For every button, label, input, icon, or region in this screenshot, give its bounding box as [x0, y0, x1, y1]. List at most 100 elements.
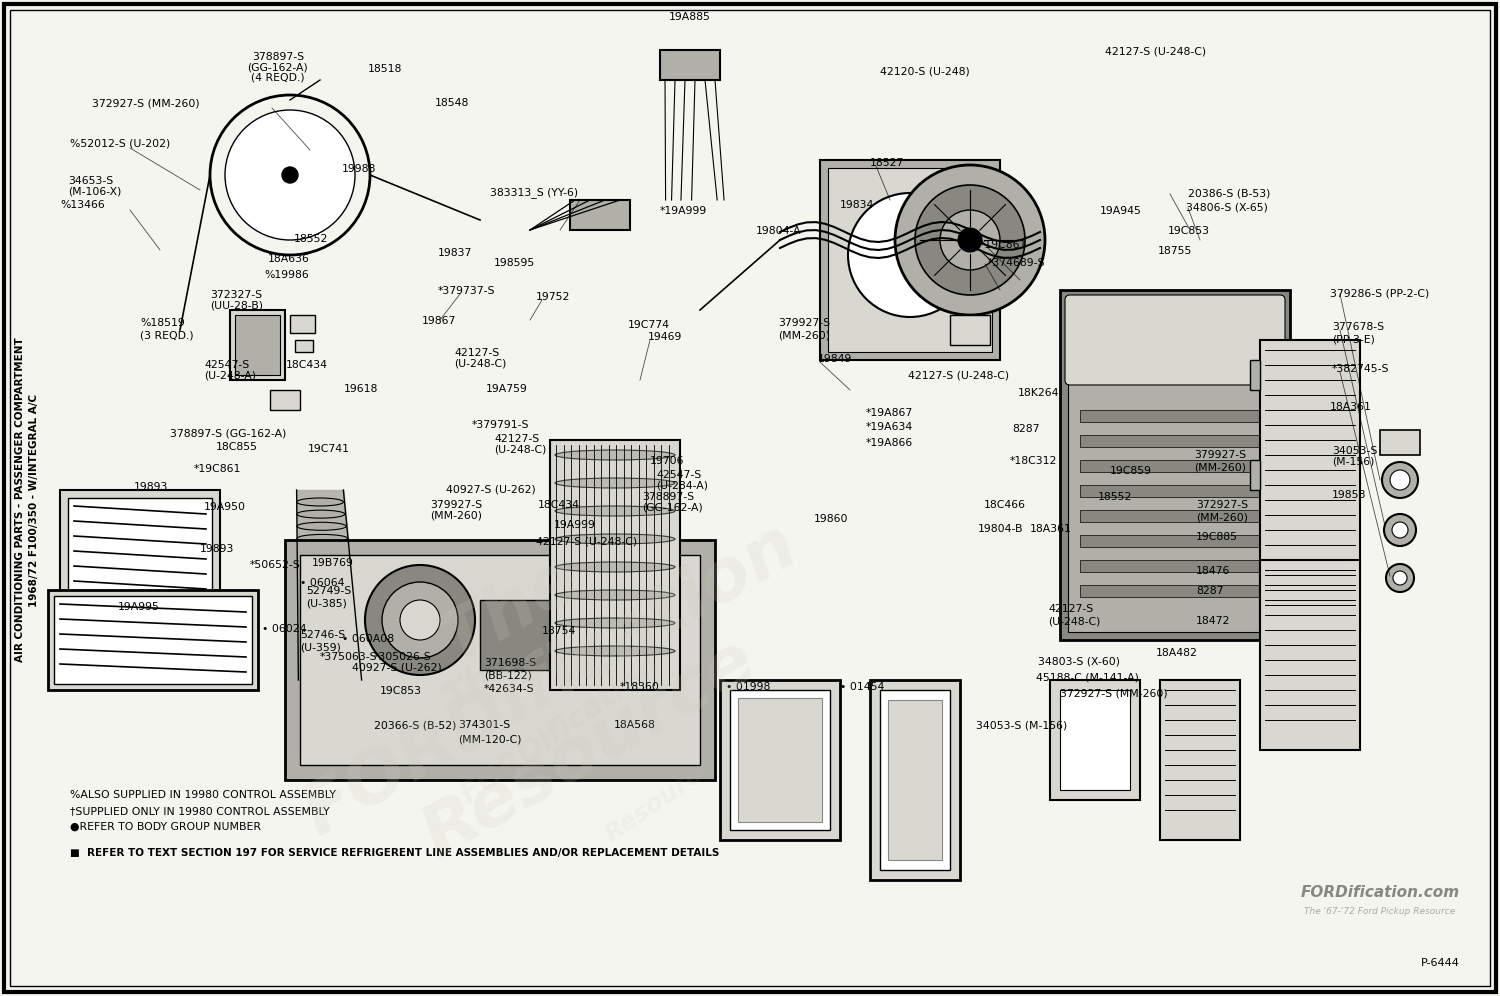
Bar — [1080, 485, 1270, 497]
Bar — [1380, 430, 1420, 455]
Text: (MM-260): (MM-260) — [1196, 512, 1248, 522]
Text: 34053-S (M-156): 34053-S (M-156) — [976, 720, 1068, 730]
Bar — [1080, 560, 1270, 572]
Bar — [1250, 360, 1260, 390]
Bar — [1080, 410, 1270, 422]
Text: • 06064: • 06064 — [300, 578, 345, 588]
Text: • 06024: • 06024 — [262, 624, 306, 634]
Text: 20366-S (B-52): 20366-S (B-52) — [374, 720, 456, 730]
Text: (PP-3-E): (PP-3-E) — [1332, 334, 1376, 344]
Text: • 01998: • 01998 — [726, 682, 771, 692]
Bar — [950, 315, 990, 345]
Text: *379791-S: *379791-S — [472, 420, 530, 430]
Text: (M-156): (M-156) — [1332, 456, 1374, 466]
Bar — [300, 555, 700, 765]
Text: 378897-S (GG-162-A): 378897-S (GG-162-A) — [170, 428, 286, 438]
Text: The '67-'72 Ford Pickup Resource: The '67-'72 Ford Pickup Resource — [1305, 907, 1455, 916]
Text: 42127-S: 42127-S — [454, 348, 500, 358]
Text: 34806-S (X-65): 34806-S (X-65) — [1186, 202, 1268, 212]
Bar — [236, 315, 280, 375]
Text: 19618: 19618 — [344, 384, 378, 394]
Circle shape — [940, 210, 1000, 270]
Bar — [68, 498, 211, 592]
Ellipse shape — [297, 535, 348, 543]
Text: 19858: 19858 — [1332, 490, 1366, 500]
Text: *19A634: *19A634 — [865, 422, 913, 432]
Bar — [270, 390, 300, 410]
Text: ■  REFER TO TEXT SECTION 197 FOR SERVICE REFRIGERENT LINE ASSEMBLIES AND/OR REPL: ■ REFER TO TEXT SECTION 197 FOR SERVICE … — [70, 848, 720, 858]
Text: 52746-S: 52746-S — [300, 630, 345, 640]
Ellipse shape — [297, 571, 352, 579]
Text: 371698-S: 371698-S — [484, 658, 536, 668]
Text: 372927-S (MM-260): 372927-S (MM-260) — [92, 98, 200, 108]
Text: 19A950: 19A950 — [204, 502, 246, 512]
Bar — [1060, 690, 1130, 790]
Circle shape — [225, 110, 356, 240]
Text: 18A636: 18A636 — [268, 254, 310, 264]
Text: 42547-S: 42547-S — [656, 470, 700, 480]
Text: 372327-S: 372327-S — [210, 290, 262, 300]
Text: (U-248-C): (U-248-C) — [494, 444, 546, 454]
Text: 18755: 18755 — [1158, 246, 1192, 256]
Text: FORDification.com: FORDification.com — [1300, 885, 1460, 900]
Bar — [720, 680, 840, 840]
Text: 18A361: 18A361 — [1030, 524, 1072, 534]
Text: 372927-S: 372927-S — [1196, 500, 1248, 510]
Text: 18527: 18527 — [870, 158, 904, 168]
Text: 8287: 8287 — [1013, 424, 1040, 434]
Text: Resource: Resource — [600, 753, 720, 847]
Text: 19706: 19706 — [650, 456, 684, 466]
Bar — [730, 690, 830, 830]
Text: 18C434: 18C434 — [286, 360, 328, 370]
Text: (GG-162-A): (GG-162-A) — [248, 62, 309, 72]
Text: 18C434: 18C434 — [538, 500, 580, 510]
Text: %18519: %18519 — [140, 318, 184, 328]
Bar — [48, 590, 258, 690]
Bar — [738, 698, 822, 822]
Text: • 01454: • 01454 — [840, 682, 885, 692]
Text: 19C741: 19C741 — [308, 444, 350, 454]
Ellipse shape — [298, 643, 360, 651]
Text: 18548: 18548 — [435, 98, 470, 108]
Text: (MM-120-C): (MM-120-C) — [458, 734, 522, 744]
Text: 34053-S: 34053-S — [1332, 446, 1377, 456]
Text: 198595: 198595 — [494, 258, 536, 268]
Text: (MM-260): (MM-260) — [430, 510, 482, 520]
Text: (GG-162-A): (GG-162-A) — [642, 502, 702, 512]
Ellipse shape — [555, 534, 675, 544]
Circle shape — [958, 228, 982, 252]
Ellipse shape — [298, 620, 357, 627]
Text: 18754: 18754 — [542, 626, 576, 636]
Text: *19C861: *19C861 — [194, 464, 242, 474]
Circle shape — [1392, 522, 1408, 538]
Bar — [1080, 435, 1270, 447]
Text: *19A866: *19A866 — [865, 438, 913, 448]
Text: ●REFER TO BODY GROUP NUMBER: ●REFER TO BODY GROUP NUMBER — [70, 822, 261, 832]
Text: 19804-A: 19804-A — [756, 226, 801, 236]
Text: (4 REQD.): (4 REQD.) — [251, 72, 305, 82]
Text: 42547-S: 42547-S — [204, 360, 249, 370]
Text: The: The — [436, 641, 524, 719]
Text: 18A361: 18A361 — [1330, 402, 1372, 412]
Text: *375063-S: *375063-S — [320, 652, 378, 662]
Text: 19860: 19860 — [815, 514, 849, 524]
Text: (3 REQD.): (3 REQD.) — [140, 330, 194, 340]
Circle shape — [1382, 462, 1417, 498]
Text: 18C466: 18C466 — [984, 500, 1026, 510]
Bar — [60, 490, 220, 600]
Text: 42127-S (U-248-C): 42127-S (U-248-C) — [1106, 46, 1206, 56]
Text: (U-385): (U-385) — [306, 598, 347, 608]
Bar — [1080, 585, 1270, 597]
Text: 19A945: 19A945 — [1100, 206, 1142, 216]
Text: 19849: 19849 — [818, 354, 852, 364]
Text: %52012-S (U-202): %52012-S (U-202) — [70, 138, 170, 148]
Text: 379927-S: 379927-S — [430, 500, 482, 510]
Text: *50652-S: *50652-S — [251, 560, 300, 570]
Text: *382745-S: *382745-S — [1332, 364, 1389, 374]
Ellipse shape — [297, 596, 354, 604]
Text: 18552: 18552 — [1098, 492, 1132, 502]
Text: 19C853: 19C853 — [380, 686, 422, 696]
Text: (U-284-A): (U-284-A) — [656, 480, 708, 490]
Text: • 060A08: • 060A08 — [342, 634, 394, 644]
Text: 45188-C (M-141-A): 45188-C (M-141-A) — [1036, 672, 1138, 682]
